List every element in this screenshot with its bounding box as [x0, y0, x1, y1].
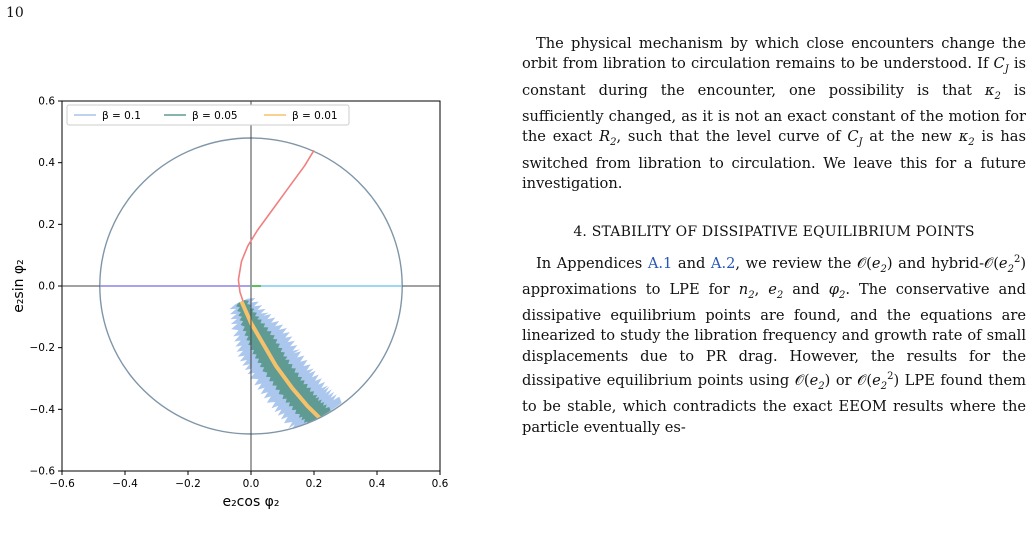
math-symbol: κ	[958, 128, 969, 146]
legend-box	[66, 104, 350, 126]
math-subscript: 2	[776, 289, 784, 301]
page-number: 10	[6, 5, 24, 21]
math-subscript: 2	[610, 137, 617, 149]
math-subscript: 2	[818, 381, 825, 393]
math-symbol: κ	[984, 81, 995, 99]
x-tick-label: −0.2	[175, 478, 201, 490]
y-tick-label: 0.4	[38, 157, 55, 169]
math-subscript: 2	[994, 90, 1001, 102]
math-symbol: C	[993, 55, 1005, 73]
math-subscript: J	[858, 137, 863, 149]
math-symbol: R	[599, 128, 611, 146]
x-tick-label: 0.6	[432, 478, 449, 490]
text-run: and	[672, 254, 711, 272]
text-run: ) approximations to LPE for	[522, 254, 1027, 298]
phase-space-figure: −0.6 −0.6 −0.4 −0.4 −0.2 −0.2 0.0 0.0 0.2 0.2 0.4 0…	[0, 0, 470, 543]
text-run: ) LPE found them to be stable, which con…	[522, 372, 1026, 436]
text-run: ) and hybrid-𝒪(	[886, 254, 999, 272]
math-symbol: e	[768, 280, 777, 298]
paragraph-appendices: In Appendices A.1 and A.2, we review the…	[522, 250, 1026, 439]
text-run: ,	[754, 280, 769, 298]
x-tick-label: 0.2	[306, 478, 323, 490]
y-tick-label: 0.0	[38, 281, 55, 293]
y-tick-label: −0.6	[30, 466, 56, 478]
y-tick-label: 0.6	[38, 96, 55, 108]
text-run: In Appendices	[536, 254, 648, 272]
text-run: ) or 𝒪(	[824, 372, 873, 390]
math-symbol: e	[809, 372, 819, 390]
math-symbol: e	[872, 372, 881, 390]
math-subscript: 2	[748, 289, 755, 301]
x-tick-label: −0.4	[112, 478, 138, 490]
math-subscript: 2	[880, 381, 888, 393]
math-symbol: C	[847, 128, 859, 146]
legend-label: β = 0.05	[192, 110, 238, 122]
math-subscript: 2	[968, 137, 975, 149]
y-tick-label: 0.2	[38, 219, 55, 231]
trajectory-curve	[237, 149, 315, 302]
math-subscript: 2	[838, 289, 846, 301]
body-text: The physical mechanism by which close en…	[522, 34, 1026, 438]
text-run: , we review the 𝒪(	[735, 254, 872, 272]
math-subscript: J	[1004, 64, 1009, 76]
y-axis-label: e₂sin φ₂	[11, 259, 27, 313]
text-run: The physical mechanism by which close en…	[522, 35, 1026, 73]
text-run: is sufficiently changed, as it is not an…	[522, 81, 1026, 146]
x-axis-label: e₂cos φ₂	[222, 494, 279, 510]
math-symbol: n	[738, 280, 749, 298]
math-symbol: e	[871, 254, 881, 272]
text-run: is has switched from libration to circul…	[522, 128, 1026, 193]
x-tick-label: 0.0	[243, 478, 260, 490]
legend-label: β = 0.01	[292, 110, 338, 122]
math-symbol: e	[998, 254, 1008, 272]
math-symbol: φ	[828, 280, 839, 298]
text-run: and	[783, 280, 829, 298]
x-tick-label: −0.6	[49, 478, 75, 490]
appendix-link[interactable]: A.1	[647, 254, 673, 272]
math-superscript: 2	[1013, 253, 1021, 265]
math-subscript: 2	[880, 263, 887, 275]
band-beta-0.05	[236, 300, 335, 431]
y-tick-label: −0.2	[30, 342, 56, 354]
text-run: is constant during the encounter, one po…	[522, 55, 1027, 99]
text-run: at the new	[862, 128, 959, 146]
y-tick-label: −0.4	[30, 404, 56, 416]
paragraph-mechanism: The physical mechanism by which close en…	[522, 34, 1026, 195]
math-subscript: 2	[1007, 263, 1014, 275]
phase-space-plot: −0.6−0.6 −0.4 −0.4 −0.2 −0.2 0.0 0.0 0.2 0.2 0.4 0…	[11, 96, 449, 511]
text-run: , such that the level curve of	[616, 128, 848, 146]
text-run: . The conservative and dissipative equil…	[522, 280, 1026, 390]
math-superscript: 2	[887, 371, 894, 383]
section-heading: 4. STABILITY OF DISSIPATIVE EQUILIBRIUM …	[573, 223, 975, 240]
x-tick-label: 0.4	[369, 478, 386, 490]
appendix-link[interactable]: A.2	[710, 254, 736, 272]
legend-label: β = 0.1	[102, 110, 141, 122]
